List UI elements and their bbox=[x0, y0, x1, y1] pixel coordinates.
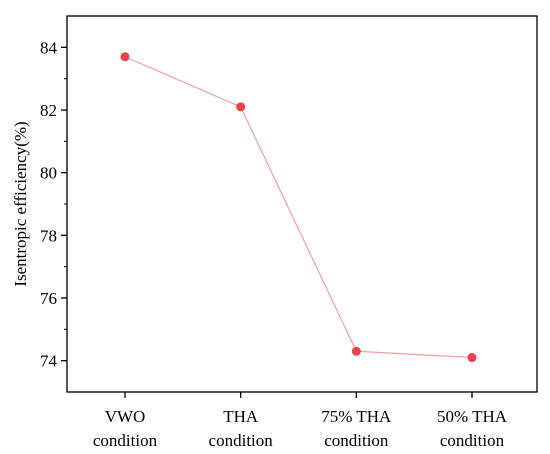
x-tick-label: 50% THA condition bbox=[437, 407, 508, 450]
y-axis: 74 76 78 80 82 84 bbox=[40, 38, 67, 371]
y-tick-label: 78 bbox=[40, 226, 57, 245]
data-point bbox=[120, 52, 130, 62]
x-tick-label: 75% THA condition bbox=[321, 407, 392, 450]
y-tick-label: 76 bbox=[40, 289, 57, 308]
series-layer bbox=[120, 52, 477, 363]
data-point bbox=[236, 102, 246, 112]
x-tick-label: VWO condition bbox=[93, 407, 158, 450]
data-point bbox=[351, 346, 361, 356]
y-tick-label: 82 bbox=[40, 101, 57, 120]
y-axis-title: Isentropic efficiency(%) bbox=[11, 121, 30, 286]
plot-frame bbox=[66, 15, 538, 393]
y-tick-label: 84 bbox=[40, 38, 58, 57]
y-tick-label: 80 bbox=[40, 164, 57, 183]
series-line bbox=[124, 56, 473, 359]
data-point bbox=[467, 353, 477, 363]
x-axis: VWO condition THA condition 75% THA condition… bbox=[93, 392, 508, 450]
x-tick-label: THA condition bbox=[209, 407, 274, 450]
y-tick-label: 74 bbox=[40, 352, 58, 371]
